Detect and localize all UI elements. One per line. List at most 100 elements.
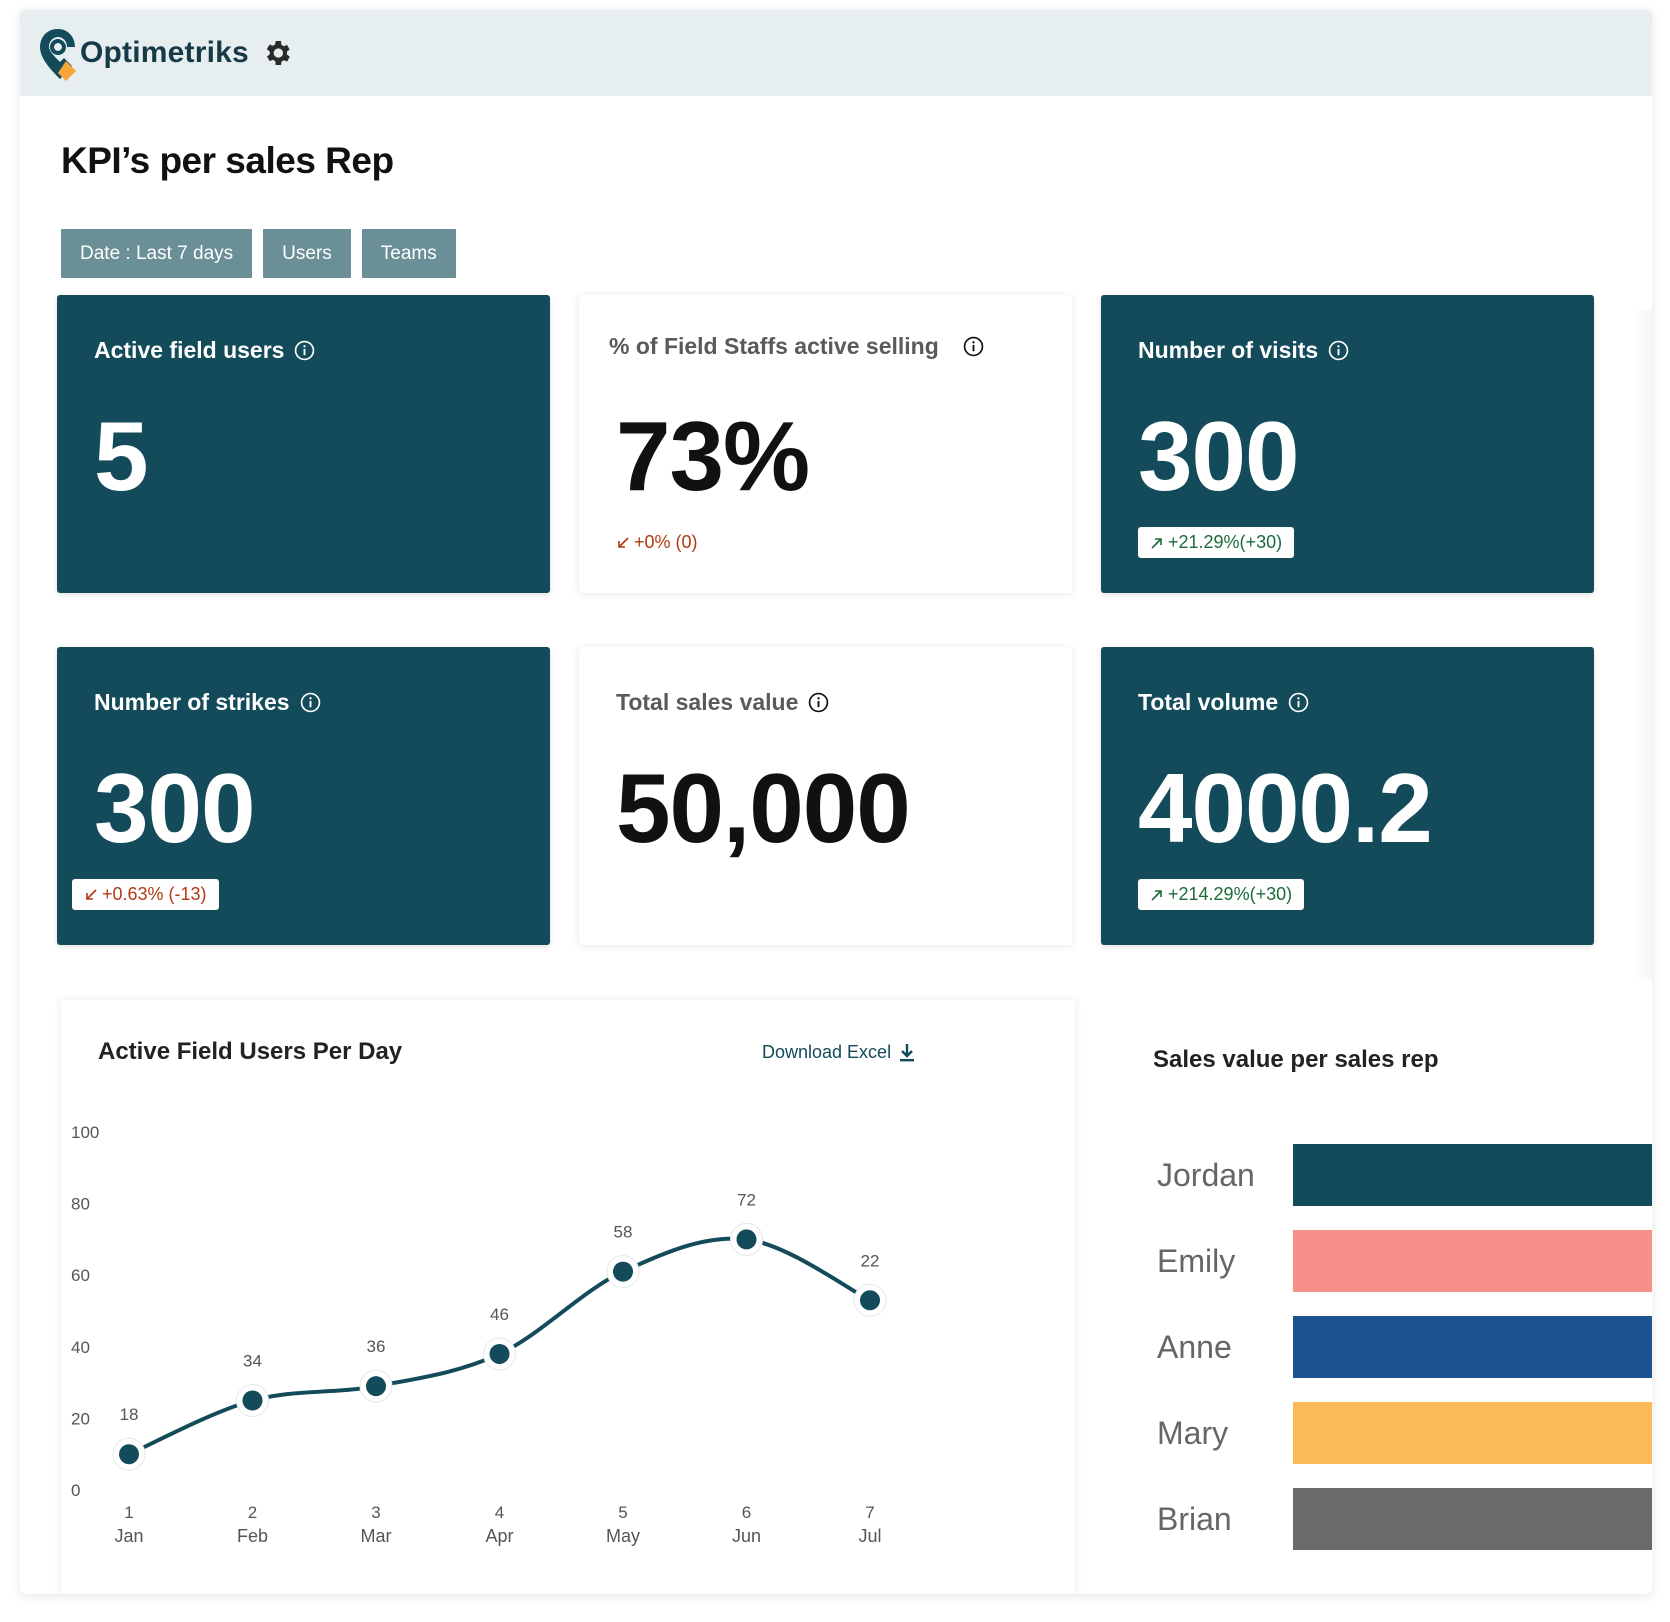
x-tick-label: 3	[371, 1503, 380, 1522]
bar-label: Anne	[1157, 1328, 1232, 1365]
kpi-value: 4000.2	[1138, 753, 1433, 863]
bar-jordan	[1293, 1144, 1652, 1206]
kpi-value: 50,000	[616, 753, 911, 863]
kpi-card-total-volume: Total volume 4000.2 +214.29%(+30)	[1101, 647, 1594, 945]
x-tick-label: 1	[124, 1503, 133, 1522]
x-tick-sublabel: Jul	[858, 1526, 881, 1546]
active-field-users-chart-card: Active Field Users Per Day Download Exce…	[61, 1000, 1075, 1594]
kpi-card-field-staffs-active-selling: % of Field Staffs active selling 73% +0%…	[579, 295, 1072, 593]
optimetriks-logo-icon	[40, 29, 76, 81]
x-tick-sublabel: Apr	[485, 1526, 513, 1546]
kpi-value: 73%	[616, 401, 810, 511]
dashboard-frame: Optimetriks KPI’s per sales Rep Date : L…	[20, 10, 1652, 1594]
x-tick-sublabel: May	[606, 1526, 640, 1546]
page-title: KPI’s per sales Rep	[61, 140, 394, 181]
data-label: 72	[737, 1190, 756, 1209]
users-filter-button[interactable]: Users	[263, 229, 351, 278]
kpi-delta-text: +21.29%(+30)	[1168, 532, 1283, 552]
bar-chart-title: Sales value per sales rep	[1153, 1046, 1439, 1073]
bar-row-anne: Anne	[1157, 1316, 1652, 1378]
kpi-delta: +214.29%(+30)	[1138, 879, 1305, 910]
kpi-card-number-of-strikes: Number of strikes 300 +0.63% (-13)	[57, 647, 550, 945]
bar-label: Emily	[1157, 1242, 1236, 1279]
data-label: 46	[490, 1305, 509, 1324]
info-icon[interactable]	[300, 692, 321, 713]
bar-label: Mary	[1157, 1414, 1229, 1451]
info-icon[interactable]	[294, 340, 315, 361]
data-point	[489, 1343, 510, 1364]
kpi-card-total-sales-value: Total sales value 50,000	[579, 647, 1072, 945]
x-tick-label: 5	[618, 1503, 627, 1522]
kpi-title-text: Active field users	[94, 337, 285, 363]
line-chart-plot: 0 20 40 60 80 100 1 Jan 2 Feb 3 Mar 4 Apr 5 May 6 Jun 7 Jul…	[71, 1123, 887, 1546]
kpi-card-active-field-users: Active field users 5	[57, 295, 550, 593]
data-point	[860, 1290, 880, 1311]
arrow-down-left-icon	[618, 536, 629, 548]
bar-emily	[1293, 1230, 1652, 1292]
kpi-title-text: Number of visits	[1138, 337, 1319, 363]
bar-brian	[1293, 1488, 1652, 1550]
info-icon[interactable]	[1328, 340, 1349, 361]
x-tick-sublabel: Jun	[732, 1526, 761, 1546]
bar-label: Jordan	[1157, 1156, 1255, 1193]
settings-gear-icon[interactable]	[261, 37, 293, 69]
bar-mary	[1293, 1402, 1652, 1464]
y-tick-label: 80	[71, 1195, 90, 1214]
x-tick-sublabel: Mar	[361, 1526, 392, 1546]
data-label: 22	[861, 1251, 880, 1270]
kpi-card-number-of-visits: Number of visits 300 +21.29%(+30)	[1101, 295, 1594, 593]
arrow-down-left-icon	[86, 888, 97, 900]
brand-name: Optimetriks	[80, 36, 249, 69]
kpi-title-text: % of Field Staffs active selling	[609, 333, 939, 359]
scroll-edge	[1634, 310, 1652, 980]
y-tick-label: 0	[71, 1481, 80, 1500]
kpi-title-text: Total volume	[1138, 689, 1279, 715]
y-tick-label: 20	[71, 1409, 90, 1428]
date-filter-button[interactable]: Date : Last 7 days	[61, 229, 253, 278]
kpi-delta: +21.29%(+30)	[1138, 527, 1295, 558]
download-excel-label: Download Excel	[762, 1042, 892, 1062]
teams-filter-button[interactable]: Teams	[361, 229, 456, 278]
kpi-delta: +0.63% (-13)	[72, 879, 219, 910]
info-icon[interactable]	[808, 692, 829, 713]
data-point	[736, 1229, 757, 1250]
x-tick-sublabel: Jan	[114, 1526, 143, 1546]
bar-row-emily: Emily	[1157, 1230, 1652, 1292]
top-bar: Optimetriks	[20, 10, 1652, 96]
kpi-title: Active field users	[94, 337, 315, 364]
data-point	[366, 1376, 386, 1397]
sales-value-per-rep-card: Sales value per sales rep Jordan Emily A…	[1101, 1000, 1652, 1594]
info-icon[interactable]	[963, 336, 984, 357]
kpi-delta-text: +0.63% (-13)	[102, 884, 207, 904]
kpi-title-text: Total sales value	[616, 689, 799, 715]
kpi-title-text: Number of strikes	[94, 689, 290, 715]
x-tick-label: 7	[865, 1503, 874, 1522]
y-tick-label: 60	[71, 1266, 90, 1285]
kpi-delta-text: +0% (0)	[634, 532, 698, 552]
data-point	[613, 1261, 633, 1282]
x-tick-sublabel: Feb	[237, 1526, 268, 1546]
bar-row-brian: Brian	[1157, 1488, 1652, 1550]
bar-row-jordan: Jordan	[1157, 1144, 1652, 1206]
bar-row-mary: Mary	[1157, 1402, 1652, 1464]
y-tick-label: 40	[71, 1338, 90, 1357]
download-excel-link[interactable]: Download Excel	[762, 1042, 915, 1063]
arrow-up-right-icon	[1151, 889, 1162, 901]
download-icon	[900, 1043, 915, 1061]
kpi-value: 5	[94, 401, 149, 511]
data-label: 36	[367, 1337, 386, 1356]
kpi-value: 300	[1138, 401, 1300, 511]
kpi-title: Total sales value	[616, 689, 829, 716]
info-icon[interactable]	[1288, 692, 1309, 713]
x-tick-label: 2	[248, 1503, 257, 1522]
x-tick-label: 6	[742, 1503, 751, 1522]
kpi-title: Total volume	[1138, 689, 1309, 716]
bar-anne	[1293, 1316, 1652, 1378]
x-tick-label: 4	[495, 1503, 504, 1522]
arrow-up-right-icon	[1151, 537, 1162, 549]
data-point	[119, 1444, 139, 1465]
kpi-title: Number of strikes	[94, 689, 321, 716]
kpi-delta-text: +214.29%(+30)	[1168, 884, 1293, 904]
y-tick-label: 100	[71, 1123, 99, 1142]
kpi-title: Number of visits	[1138, 337, 1349, 364]
